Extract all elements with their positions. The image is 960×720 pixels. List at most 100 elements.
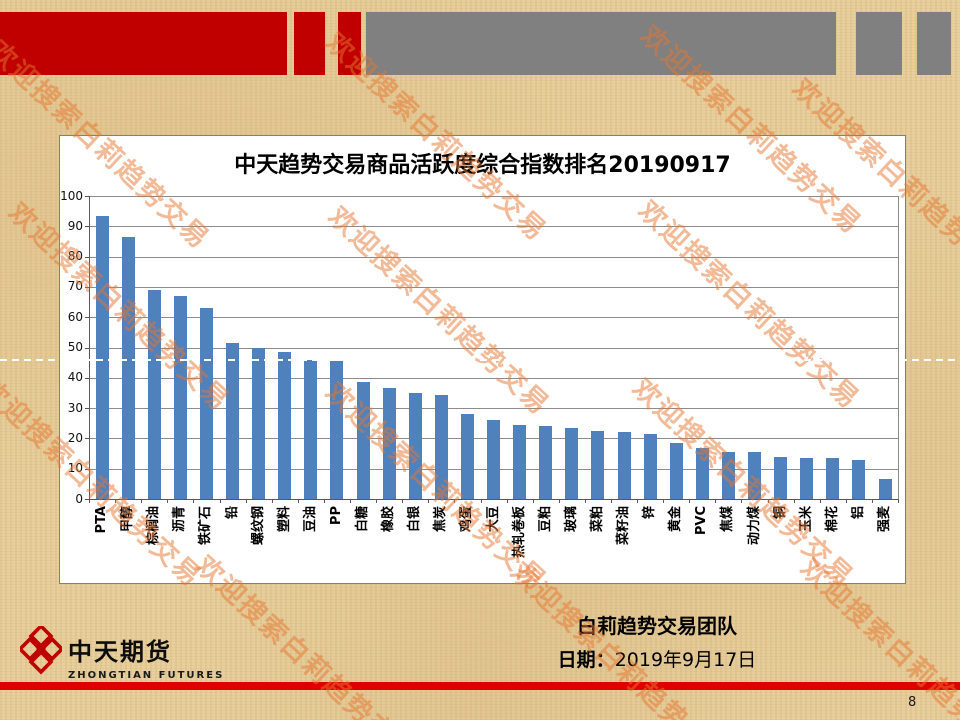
header-bar-gray-small-1 [856,12,902,75]
y-axis-tick [85,499,89,500]
x-axis-category-label: 鸡蛋 [459,506,475,533]
gridline [89,408,898,410]
x-axis-category-label: 玻璃 [563,506,579,533]
x-axis-category-label: 铝 [850,506,866,520]
x-axis-tick [663,499,665,503]
x-axis-category-label: PVC [694,506,710,536]
chart-bar [643,433,657,499]
x-axis-tick [245,499,247,503]
x-axis-tick [584,499,586,503]
gridline [89,317,898,319]
y-axis-line [89,196,90,499]
header-bar-gray-small-2 [917,12,951,75]
header-bar-red-main [0,12,287,75]
x-axis-category-label: 白银 [407,506,423,533]
footer-red-rule [0,682,960,690]
date-label: 日期： [557,649,615,671]
chart-bar [330,361,344,499]
x-axis-tick [637,499,638,503]
gridline [89,377,898,379]
chart-bar [121,236,135,499]
chart-bar [565,427,579,499]
x-axis-category-label: 强麦 [877,506,892,533]
gridline [89,196,898,197]
y-axis-label: 90 [67,218,83,233]
x-axis-tick [219,499,221,503]
chart-title: 中天趋势交易商品活跃度综合指数排名20190917 [234,153,731,178]
x-axis-tick [115,499,117,503]
gridline [89,256,898,258]
chart-bar [539,426,553,499]
x-axis-tick [480,499,482,503]
chart-bar [356,382,370,499]
y-axis-label: 10 [67,461,83,476]
x-axis-tick [715,499,717,503]
x-axis-tick [689,499,691,503]
x-axis-tick [819,499,821,503]
x-axis-category-label: PTA [94,506,109,534]
x-axis-category-label: 热轧卷板 [511,506,527,559]
y-axis-tick [85,438,89,440]
x-axis-tick [297,499,299,503]
x-axis-tick [610,499,612,503]
x-axis-category-label: 焦炭 [433,506,449,533]
x-axis-tick [402,499,404,503]
chart-bar [408,393,422,499]
y-axis-label: 20 [67,430,83,445]
x-axis-category-label: 玉米 [798,506,814,533]
x-axis-tick [793,499,795,503]
x-axis-tick [323,499,325,503]
header-bar-red-small-2 [338,12,361,75]
x-axis-category-label: 大豆 [485,506,501,533]
x-axis-category-label: 铁矿石 [198,506,214,546]
chart-bar [513,424,527,499]
chart-bar [199,308,213,499]
y-axis-label: 30 [67,400,83,415]
chart-bar [669,442,683,499]
y-axis-label: 50 [67,340,83,354]
x-axis-category-label: 黄金 [668,506,684,533]
header-bar-red-small-1 [294,12,325,75]
date-value: 2019年9月17日 [614,649,757,671]
y-axis-label: 0 [75,491,83,506]
x-axis-category-label: 铜 [772,506,788,520]
y-axis-label: 40 [67,370,83,385]
x-axis-line [89,499,898,500]
x-axis-category-label: 白糖 [355,506,370,533]
x-axis-category-label: 橡胶 [381,506,397,533]
x-axis-tick [767,499,769,503]
x-axis-category-label: 甲醇 [120,506,136,533]
y-axis-tick [85,468,89,470]
y-axis-tick [85,408,89,410]
y-axis-label: 70 [67,279,83,294]
x-axis-tick [871,499,873,503]
x-axis-tick [167,499,169,503]
x-axis-tick [845,499,847,503]
chart-bar [695,447,709,499]
y-axis-tick [85,317,89,319]
x-axis-category-label: 焦煤 [720,506,736,533]
date-line: 日期：2019年9月17日 [497,645,817,672]
chart-bar [852,459,866,499]
y-axis-tick [85,196,89,197]
x-axis-tick [532,499,534,503]
x-axis-category-label: 螺纹钢 [250,506,266,546]
chart-bar [826,458,840,499]
x-axis-category-label: PP [328,506,344,526]
y-axis-tick [85,347,89,349]
x-axis-category-label: 棉花 [824,506,840,533]
chart-bar [774,456,788,499]
x-axis-tick [428,499,430,503]
x-axis-category-label: 锌 [642,506,658,520]
x-axis-tick [89,499,90,503]
logo-title: 中天期货 [68,638,172,666]
chart-bar [748,452,761,499]
x-axis-category-label: 菜粕 [589,506,605,533]
chart-bar [382,388,396,499]
y-axis-label: 80 [67,249,83,264]
x-axis-tick [141,499,143,503]
gridline [89,286,898,288]
x-axis-category-label: 动力煤 [746,506,762,546]
logo-subtitle: ZHONGTIAN FUTURES [68,670,225,681]
